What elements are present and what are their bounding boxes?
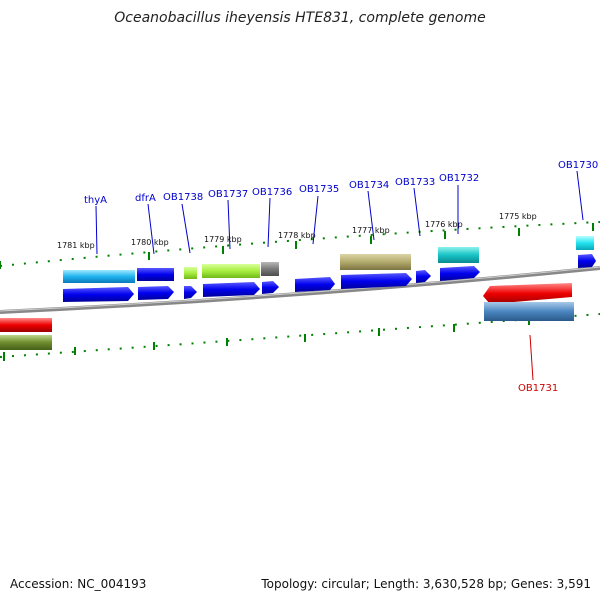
gene-label-dfrA[interactable]: dfrA: [135, 193, 156, 204]
OB1730-feature[interactable]: [576, 236, 594, 250]
kbp-tick-label: 1780 kbp: [131, 238, 169, 247]
left-edge-feature[interactable]: [0, 335, 52, 350]
OB1736-feature[interactable]: [261, 262, 279, 276]
OB1738-cds-arrow[interactable]: [184, 286, 197, 299]
OB1731-feature[interactable]: [484, 302, 574, 321]
gene-label-OB1731[interactable]: OB1731: [518, 383, 558, 394]
gene-label-OB1734[interactable]: OB1734: [349, 180, 389, 191]
gene-label-OB1738[interactable]: OB1738: [163, 192, 203, 203]
reverse-label-leader: [529, 334, 534, 381]
OB1730-cds-arrow[interactable]: [578, 254, 596, 268]
thyA-cds-arrow[interactable]: [63, 287, 134, 302]
gene-label-OB1732[interactable]: OB1732: [439, 173, 479, 184]
kbp-tick-label: 1775 kbp: [499, 212, 537, 221]
upper-major-ticks: [0, 223, 594, 269]
dfrA-cds-arrow[interactable]: [138, 286, 174, 300]
OB1737-cds-arrow[interactable]: [203, 282, 260, 297]
left-edge-cds-arrow[interactable]: [0, 318, 52, 332]
accession-text: Accession: NC_004193: [10, 577, 147, 591]
OB1736-cds-arrow[interactable]: [262, 281, 279, 294]
thyA-feature[interactable]: [63, 270, 135, 283]
OB1733-cds-arrow[interactable]: [416, 270, 431, 283]
kbp-tick-label: 1781 kbp: [57, 241, 95, 250]
forward-label-leaders: [95, 170, 584, 255]
OB1738-feature[interactable]: [184, 267, 197, 279]
OB1734-cds-arrow[interactable]: [341, 273, 412, 289]
gene-label-OB1733[interactable]: OB1733: [395, 177, 435, 188]
upper-ruler: [0, 221, 600, 267]
gene-label-OB1735[interactable]: OB1735: [299, 184, 339, 195]
OB1735-cds-arrow[interactable]: [295, 277, 335, 292]
OB1737-feature[interactable]: [202, 264, 260, 278]
gene-label-OB1736[interactable]: OB1736: [252, 187, 292, 198]
gene-label-OB1730[interactable]: OB1730: [558, 160, 598, 171]
gene-label-OB1737[interactable]: OB1737: [208, 189, 248, 200]
kbp-tick-label: 1777 kbp: [352, 226, 390, 235]
dfrA-feature[interactable]: [137, 268, 174, 281]
OB1732-feature[interactable]: [438, 247, 479, 263]
map-title: Oceanobacillus iheyensis HTE831, complet…: [114, 10, 486, 26]
kbp-tick-label: 1779 kbp: [204, 235, 242, 244]
genome-backbone: [0, 266, 600, 314]
OB1732-cds-arrow[interactable]: [440, 266, 480, 281]
gene-label-thyA[interactable]: thyA: [84, 195, 107, 206]
backbone-highlight: [0, 266, 600, 312]
kbp-tick-label: 1776 kbp: [425, 220, 463, 229]
topology-text: Topology: circular; Length: 3,630,528 bp…: [261, 577, 591, 591]
kbp-tick-label: 1778 kbp: [278, 231, 316, 240]
OB1731-cds-arrow[interactable]: [483, 283, 572, 304]
OB1734-feature[interactable]: [340, 254, 411, 270]
lower-major-ticks: [3, 317, 530, 361]
